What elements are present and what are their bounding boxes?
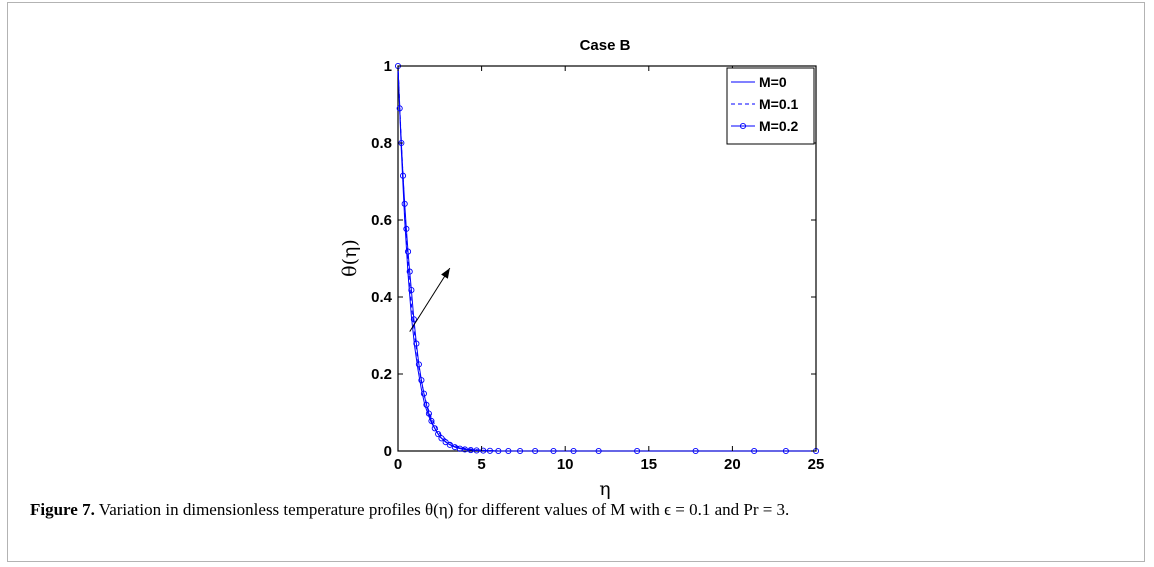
data-point (532, 447, 539, 455)
legend: M=0 M=0.1 M=0.2 (726, 67, 815, 145)
caption-label: Figure 7. (30, 500, 95, 519)
data-point (517, 447, 524, 455)
y-tick-label: 1 (384, 58, 392, 75)
annotation-arrow-line (409, 267, 451, 332)
data-point (550, 447, 557, 455)
data-point (473, 447, 480, 454)
data-point (406, 268, 413, 275)
data-point (595, 447, 602, 455)
legend-box (726, 67, 815, 145)
data-point (413, 340, 420, 347)
legend-label-0: M=0 (759, 74, 787, 90)
x-tick-label: 20 (724, 456, 741, 473)
data-point (505, 447, 512, 455)
data-point (467, 446, 474, 454)
data-point (418, 377, 425, 384)
legend-label-1: M=0.1 (759, 96, 799, 112)
data-point (438, 435, 445, 442)
axis-ticks: 0 5 10 15 20 25 0 0.2 0.4 0.6 0.8 1 (371, 58, 824, 473)
data-point (495, 447, 502, 455)
data-point (751, 447, 758, 455)
x-tick-label: 15 (640, 456, 657, 473)
data-point (634, 447, 641, 455)
data-point (399, 172, 407, 179)
data-point (431, 425, 438, 432)
data-point (401, 200, 408, 207)
caption-text: Variation in dimensionless temperature p… (94, 500, 790, 519)
data-point (415, 361, 422, 368)
x-tick-label: 10 (557, 456, 574, 473)
annotation-arrow-head (441, 268, 450, 279)
data-point (408, 287, 415, 294)
data-point (461, 446, 468, 453)
y-tick-label: 0.4 (371, 289, 393, 306)
data-point (446, 441, 453, 448)
data-point (410, 316, 417, 323)
data-point (442, 439, 449, 446)
data-point (435, 431, 442, 438)
data-point (403, 225, 410, 232)
figure-caption: Figure 7. Variation in dimensionless tem… (30, 500, 1130, 520)
data-point (692, 447, 699, 455)
legend-marker (739, 122, 747, 130)
data-point (425, 410, 432, 417)
x-tick-label: 25 (808, 456, 825, 473)
legend-label-2: M=0.2 (759, 118, 799, 134)
data-point (428, 417, 435, 425)
y-axis-label: θ(η) (339, 239, 361, 277)
y-tick-label: 0 (384, 443, 392, 460)
data-point (782, 447, 789, 455)
data-point (486, 447, 494, 454)
y-tick-label: 0.6 (371, 212, 392, 229)
data-point (420, 390, 427, 397)
y-tick-label: 0.8 (371, 135, 392, 152)
x-tick-label: 5 (477, 456, 485, 473)
chart-title: Case B (580, 37, 631, 54)
data-point (396, 105, 403, 112)
data-point (423, 401, 430, 408)
data-point (480, 447, 487, 454)
series-line-2 (397, 65, 816, 452)
y-tick-label: 0.2 (371, 366, 392, 383)
x-axis-label: η (599, 478, 610, 500)
x-tick-label: 0 (394, 456, 402, 473)
data-point (404, 248, 412, 255)
data-point (570, 447, 577, 455)
